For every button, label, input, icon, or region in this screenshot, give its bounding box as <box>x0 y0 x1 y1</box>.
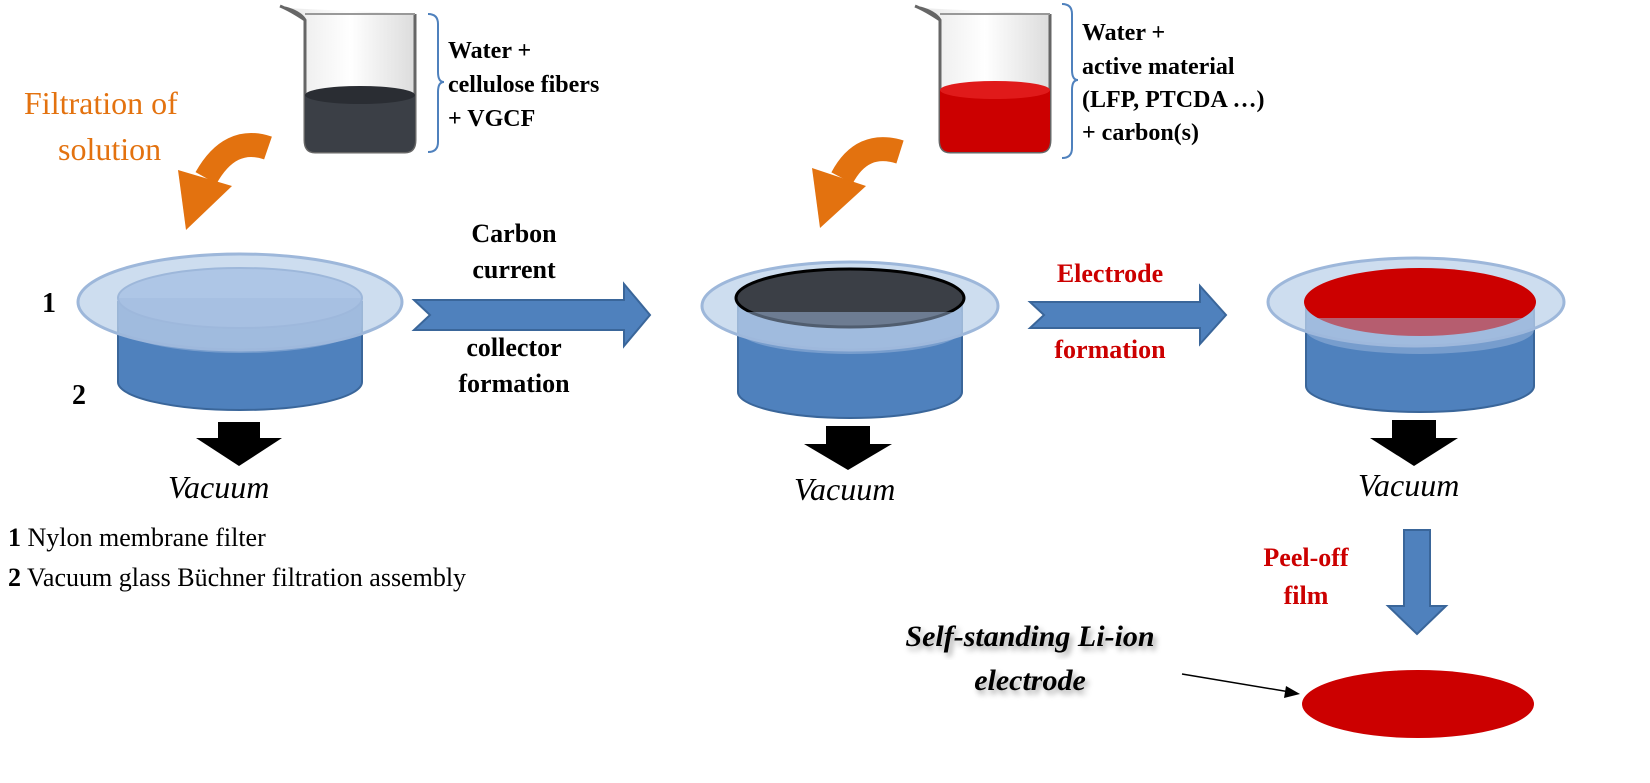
vacuum-arrow-1 <box>196 422 282 466</box>
legend: 1 Nylon membrane filter 2 Vacuum glass B… <box>8 523 466 592</box>
legend-item-1: 1 Nylon membrane filter <box>8 523 266 552</box>
filtration-label-line-2: solution <box>58 131 161 167</box>
beaker-2 <box>914 4 1052 154</box>
beaker-1-line-3: + VGCF <box>448 106 535 132</box>
brace-2 <box>1061 3 1079 159</box>
buchner-funnel-1 <box>76 252 404 411</box>
vacuum-label-2: Vacuum <box>794 471 895 507</box>
buchner-funnel-3 <box>1266 256 1566 413</box>
filtration-label-line-1: Filtration of <box>24 85 178 121</box>
process-arrow-2 <box>1027 283 1228 347</box>
marker-1: 1 <box>42 288 56 319</box>
brace-1 <box>427 13 445 153</box>
process-arrow-1 <box>411 281 652 349</box>
beaker-2-line-3: (LFP, PTCDA …) <box>1082 87 1264 113</box>
curved-arrow-1 <box>178 133 272 230</box>
vacuum-label-3: Vacuum <box>1358 467 1459 503</box>
peel-label-line-1: Peel-off <box>1263 543 1349 572</box>
beaker-1-line-1: Water + <box>448 38 531 64</box>
beaker-2-line-4: + carbon(s) <box>1082 120 1199 146</box>
vacuum-arrow-3 <box>1370 420 1458 466</box>
vacuum-label-1: Vacuum <box>168 469 269 505</box>
electrode-label-line-1: Self-standing Li-ion <box>905 620 1154 653</box>
arrow-1-label-bottom-2: formation <box>458 369 570 398</box>
self-standing-electrode-film <box>1302 670 1534 738</box>
vacuum-arrow-2 <box>804 426 892 470</box>
beaker-2-liquid <box>940 90 1050 152</box>
arrow-1-label-bottom-1: collector <box>466 333 561 362</box>
beaker-2-line-2: active material <box>1082 54 1235 80</box>
beaker-2-line-1: Water + <box>1082 20 1165 46</box>
legend-item-2: 2 Vacuum glass Büchner filtration assemb… <box>8 563 466 592</box>
arrow-1-label-top-2: current <box>472 255 556 284</box>
buchner-funnel-2 <box>700 260 1000 419</box>
peel-label-line-2: film <box>1284 581 1329 610</box>
arrow-2-label-bottom: formation <box>1054 335 1166 364</box>
arrow-2-label-top: Electrode <box>1057 259 1163 288</box>
beaker-1-liquid <box>305 95 415 152</box>
arrow-1-label-top-1: Carbon <box>471 219 557 248</box>
peel-off-arrow <box>1385 529 1449 636</box>
beaker-1-line-2: cellulose fibers <box>448 72 599 98</box>
pointer-arrow <box>1181 673 1300 698</box>
electrode-label-line-2: electrode <box>974 664 1086 697</box>
marker-2: 2 <box>72 380 86 411</box>
beaker-1 <box>279 4 417 154</box>
curved-arrow-2 <box>812 137 904 228</box>
